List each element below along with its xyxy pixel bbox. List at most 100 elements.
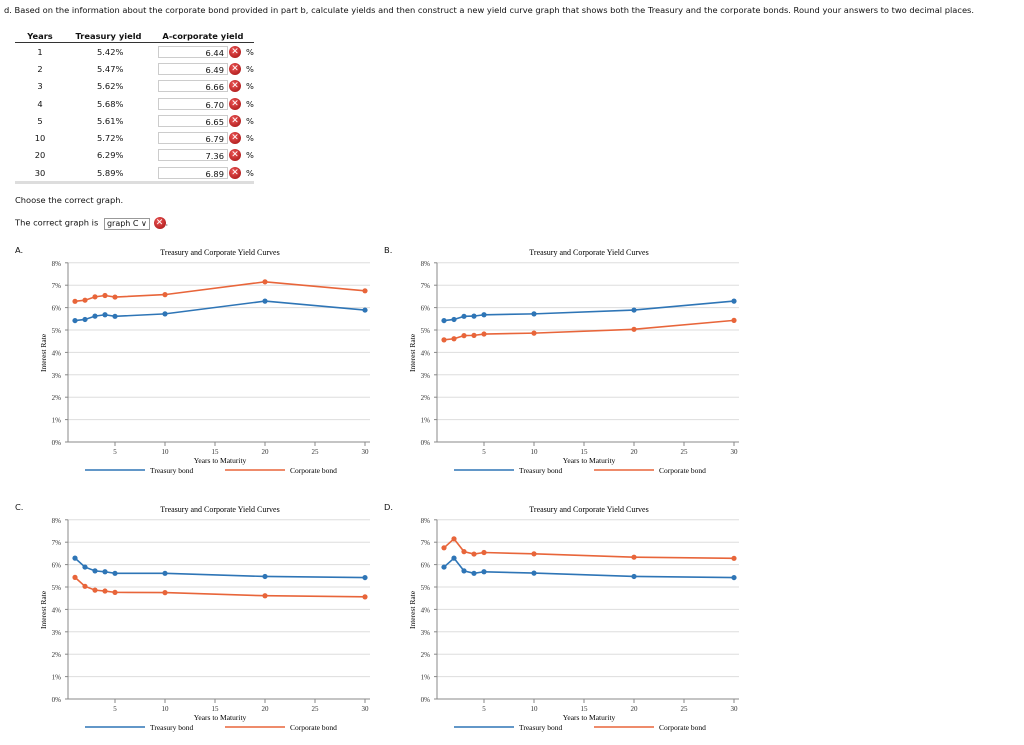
y-axis-label: Interest Rate xyxy=(408,333,417,372)
corporate-cell: 6.49 ✕% xyxy=(152,60,254,77)
corporate-yield-input[interactable]: 6.89 xyxy=(158,166,228,179)
x-tick-label: 5 xyxy=(482,705,486,713)
data-point xyxy=(72,574,78,580)
data-point xyxy=(451,336,457,342)
years-cell: 20 xyxy=(34,150,46,161)
correct-prefix: The correct graph is xyxy=(15,217,99,228)
data-point xyxy=(82,583,88,589)
y-tick-label: 6% xyxy=(52,305,62,313)
legend-label: Treasury bond xyxy=(519,466,563,475)
corporate-yield-input[interactable]: 7.36 xyxy=(158,149,228,162)
y-tick-label: 1% xyxy=(52,417,62,425)
y-tick-label: 6% xyxy=(52,562,62,570)
legend-label: Treasury bond xyxy=(150,723,194,732)
corporate-yield-input[interactable]: 6.65 xyxy=(158,114,228,127)
years-cell: 2 xyxy=(37,63,43,74)
x-tick-label: 5 xyxy=(113,705,117,713)
years-cell: 30 xyxy=(15,164,65,185)
data-point xyxy=(72,317,78,324)
data-point xyxy=(362,288,368,294)
correct-suffix: . xyxy=(165,217,169,228)
x-tick-label: 15 xyxy=(212,705,220,713)
data-point xyxy=(112,294,118,300)
incorrect-x-icon: ✕ xyxy=(229,166,241,179)
corporate-yield-input[interactable]: 6.66 xyxy=(158,80,228,93)
corporate-cell: 6.79 ✕% xyxy=(152,129,254,146)
data-point xyxy=(451,316,457,323)
corporate-cell: 6.66 ✕% xyxy=(152,78,254,95)
treasury-cell: 5.72% xyxy=(97,133,124,144)
data-point xyxy=(112,589,118,595)
x-tick-label: 30 xyxy=(362,705,370,713)
data-point xyxy=(461,549,467,555)
x-tick-label: 15 xyxy=(581,705,589,713)
corporate-yield-input[interactable]: 6.70 xyxy=(158,97,228,110)
percent-unit: % xyxy=(246,98,254,109)
x-tick-label: 10 xyxy=(162,448,170,456)
chart-title: Treasury and Corporate Yield Curves xyxy=(160,505,279,514)
data-point xyxy=(471,570,477,576)
correct-graph-line: The correct graph is graph C ∨ ✕. xyxy=(15,217,168,230)
x-tick-label: 20 xyxy=(631,705,639,713)
y-tick-label: 8% xyxy=(421,260,431,268)
data-point xyxy=(531,311,537,317)
data-point xyxy=(441,545,447,551)
data-point xyxy=(262,298,268,304)
data-point xyxy=(531,330,537,336)
data-point xyxy=(441,337,447,343)
table-row: 20 6.29% 7.36 ✕% xyxy=(15,147,254,164)
incorrect-x-icon: ✕ xyxy=(229,114,241,127)
x-tick-label: 5 xyxy=(482,448,486,456)
years-cell: 4 xyxy=(37,98,43,109)
legend-label: Corporate bond xyxy=(290,723,337,732)
y-tick-label: 7% xyxy=(52,539,62,547)
data-point xyxy=(112,570,118,576)
data-point xyxy=(102,588,108,594)
data-point xyxy=(471,313,477,319)
data-point xyxy=(262,573,268,580)
y-tick-label: 2% xyxy=(52,651,62,659)
graph-select[interactable]: graph C ∨ xyxy=(103,217,150,230)
data-point xyxy=(362,594,368,600)
y-tick-label: 5% xyxy=(421,327,431,335)
x-tick-label: 5 xyxy=(113,448,117,456)
y-tick-label: 0% xyxy=(52,439,62,447)
legend-label: Corporate bond xyxy=(290,466,337,475)
corporate-yield-input[interactable]: 6.44 xyxy=(158,45,228,58)
data-point xyxy=(451,536,457,542)
data-point xyxy=(631,307,637,313)
table-row: 2 5.47% 6.49 ✕% xyxy=(15,60,254,77)
yield-curve-chart: Treasury and Corporate Yield Curves 0% 1% 2… xyxy=(408,505,739,732)
data-point xyxy=(82,297,88,303)
data-point xyxy=(631,554,637,560)
incorrect-x-icon: ✕ xyxy=(229,80,241,93)
data-point xyxy=(102,312,108,318)
corporate-cell: 6.89 ✕% xyxy=(152,164,254,185)
y-axis-label: Interest Rate xyxy=(39,333,48,372)
corporate-yield-input[interactable]: 6.49 xyxy=(158,62,228,75)
corporate-yield-input[interactable]: 6.79 xyxy=(158,132,228,145)
x-tick-label: 30 xyxy=(731,705,739,713)
x-tick-label: 25 xyxy=(681,448,689,456)
x-tick-label: 25 xyxy=(312,448,320,456)
y-tick-label: 5% xyxy=(52,584,62,592)
incorrect-x-icon: ✕ xyxy=(229,132,241,145)
x-tick-label: 20 xyxy=(262,705,270,713)
data-point xyxy=(162,311,168,317)
data-point xyxy=(481,549,487,556)
data-point xyxy=(102,569,108,575)
data-point xyxy=(362,307,368,313)
y-tick-label: 5% xyxy=(421,584,431,592)
x-tick-label: 20 xyxy=(262,448,270,456)
data-point xyxy=(531,551,537,557)
treasury-cell: 5.89% xyxy=(65,164,152,185)
y-tick-label: 3% xyxy=(52,629,62,637)
y-tick-label: 5% xyxy=(52,327,62,335)
y-axis-label: Interest Rate xyxy=(408,590,417,629)
data-point xyxy=(631,573,637,580)
y-tick-label: 2% xyxy=(52,394,62,402)
y-tick-label: 0% xyxy=(421,439,431,447)
corporate-cell: 6.70 ✕% xyxy=(152,95,254,112)
percent-unit: % xyxy=(246,150,254,161)
y-tick-label: 6% xyxy=(421,562,431,570)
